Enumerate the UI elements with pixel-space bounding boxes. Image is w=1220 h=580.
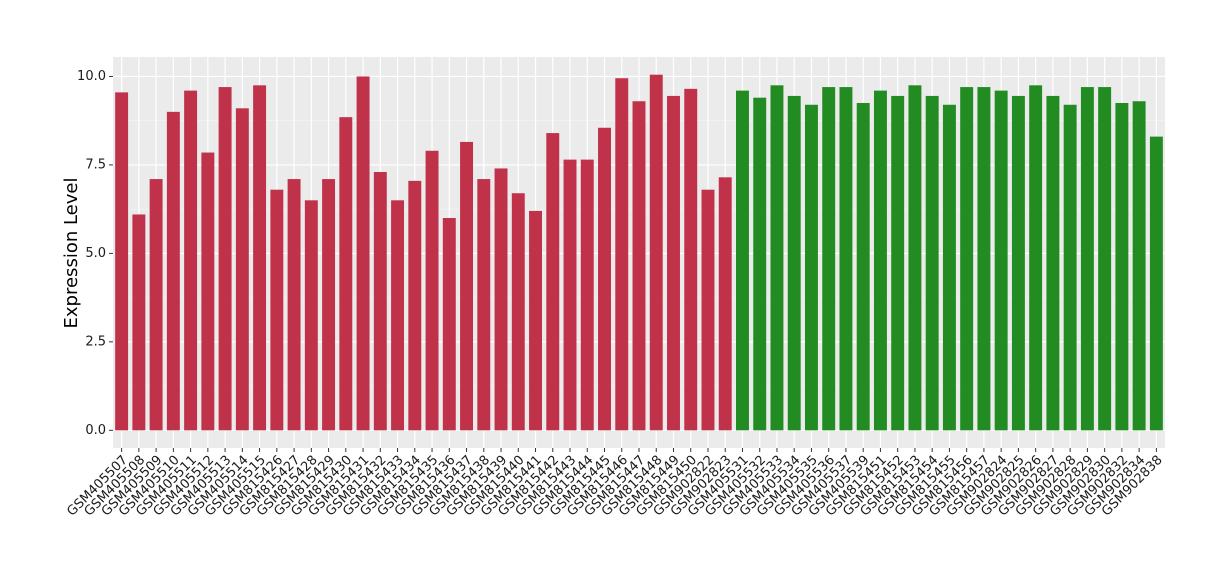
bar xyxy=(873,90,887,431)
y-tick-label: 0.0 xyxy=(85,423,106,438)
bar xyxy=(270,189,284,431)
bar xyxy=(253,85,267,431)
bar xyxy=(184,90,198,431)
y-tick-label: 10.0 xyxy=(77,69,106,84)
bar xyxy=(132,214,146,431)
y-tick-label: 5.0 xyxy=(85,246,106,261)
bar xyxy=(425,150,439,431)
bar xyxy=(1063,104,1077,431)
bar xyxy=(632,101,646,431)
bar xyxy=(580,159,594,431)
bar xyxy=(649,74,663,431)
bar xyxy=(684,88,698,431)
bar xyxy=(925,95,939,431)
bar xyxy=(960,87,974,431)
bar xyxy=(753,97,767,431)
bar xyxy=(856,103,870,431)
bar xyxy=(304,200,318,431)
bar xyxy=(667,95,680,431)
bar xyxy=(235,108,249,431)
bar xyxy=(563,159,577,431)
bar xyxy=(1149,136,1163,431)
bar xyxy=(770,85,784,431)
bar xyxy=(701,189,715,431)
bar xyxy=(891,95,905,431)
y-tick-label: 2.5 xyxy=(85,334,106,349)
bar xyxy=(1132,101,1146,431)
bar xyxy=(804,104,818,431)
bar xyxy=(977,87,991,431)
bar xyxy=(1029,85,1043,431)
bar xyxy=(942,104,956,431)
bar xyxy=(1115,103,1129,431)
bar xyxy=(1098,87,1112,431)
bar xyxy=(218,87,232,431)
bar xyxy=(166,111,180,431)
y-tick-label: 7.5 xyxy=(85,157,106,172)
bar xyxy=(391,200,405,431)
bar xyxy=(201,152,215,431)
bar xyxy=(994,90,1008,431)
bar xyxy=(1011,95,1025,431)
bar xyxy=(460,141,474,431)
bar xyxy=(1046,95,1060,431)
bar xyxy=(511,193,525,431)
bar xyxy=(442,218,456,431)
bar xyxy=(787,95,801,431)
bar xyxy=(339,117,353,431)
bar xyxy=(736,90,749,431)
bar xyxy=(477,179,491,431)
bar xyxy=(115,92,129,431)
bar xyxy=(546,133,560,431)
bar xyxy=(615,78,629,431)
bar xyxy=(494,168,508,431)
bar xyxy=(1080,87,1094,431)
bar xyxy=(373,172,387,431)
bar xyxy=(598,127,611,431)
bar xyxy=(839,87,853,431)
bar xyxy=(322,179,336,431)
bar xyxy=(822,87,836,431)
bar xyxy=(149,179,163,431)
y-axis-label: Expression Level xyxy=(61,178,82,329)
bar xyxy=(529,210,542,431)
bar xyxy=(718,177,732,431)
bar xyxy=(356,76,370,431)
bar xyxy=(287,179,301,431)
bar xyxy=(408,180,422,431)
bar xyxy=(908,85,922,431)
